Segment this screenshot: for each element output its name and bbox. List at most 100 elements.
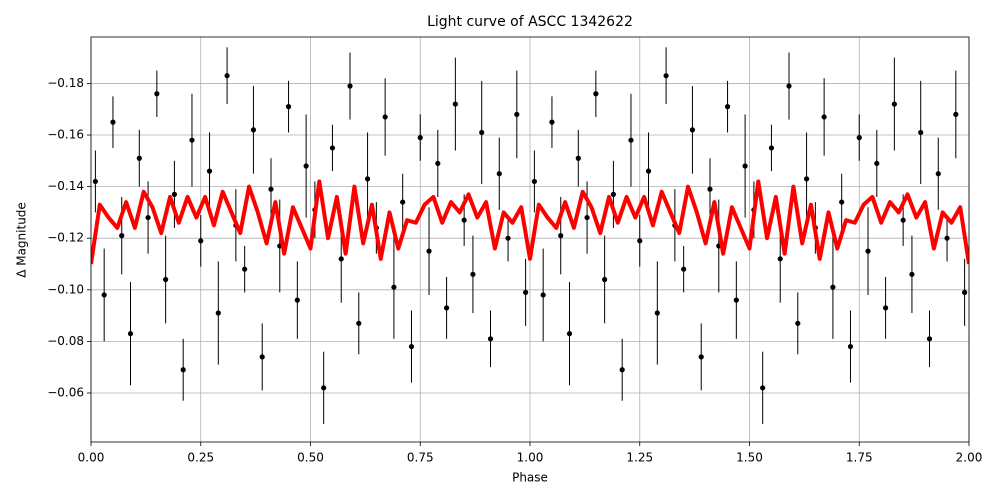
y-tick-label: −0.18 [47, 76, 84, 90]
data-point [180, 367, 186, 373]
y-tick-label: −0.06 [47, 385, 84, 399]
x-tick-label: 1.75 [846, 451, 873, 465]
data-point [391, 284, 397, 290]
data-point [786, 83, 792, 89]
data-point [803, 176, 810, 182]
data-point [206, 168, 213, 174]
data-point [171, 191, 178, 197]
data-point [602, 276, 608, 283]
data-point [382, 114, 388, 120]
y-tick-label: −0.10 [47, 282, 84, 296]
data-point [935, 171, 941, 177]
data-point [619, 367, 625, 373]
data-point [531, 178, 537, 185]
model-line [91, 179, 969, 265]
data-point [145, 214, 151, 221]
data-point [707, 186, 713, 192]
data-point [944, 235, 950, 241]
y-tick-label: −0.14 [47, 179, 84, 193]
data-point [408, 343, 415, 350]
data-point [321, 385, 327, 391]
data-point [874, 160, 880, 167]
data-point [689, 127, 696, 133]
data-point [663, 73, 669, 79]
data-point [487, 336, 494, 342]
data-point [523, 289, 529, 295]
data-point [154, 91, 160, 97]
data-point [110, 119, 116, 125]
data-point [856, 135, 862, 141]
data-point [681, 266, 687, 272]
data-point [575, 155, 581, 161]
data-point [268, 186, 274, 192]
data-point [891, 101, 897, 107]
data-point [461, 217, 467, 223]
chart-title: Light curve of ASCC 1342622 [427, 14, 633, 30]
data-point [962, 289, 968, 295]
data-point [215, 310, 221, 316]
data-point [742, 163, 748, 169]
plot-area [91, 47, 969, 424]
data-point [259, 354, 265, 360]
x-tick-label: 1.50 [736, 451, 763, 465]
y-axis-label: Δ Magnitude [15, 202, 29, 278]
data-point [558, 233, 564, 239]
data-point [926, 336, 933, 342]
data-point [224, 73, 230, 79]
data-point [900, 217, 906, 223]
data-point [417, 135, 423, 141]
data-point [92, 178, 98, 185]
y-tick-label: −0.08 [47, 334, 84, 348]
data-point [549, 119, 555, 125]
data-point [610, 191, 617, 197]
data-point [795, 320, 801, 326]
data-point [496, 171, 502, 177]
data-point [760, 385, 766, 391]
x-tick-label: 0.75 [407, 451, 434, 465]
data-point [119, 233, 125, 239]
y-tick-label: −0.16 [47, 128, 84, 142]
data-point [865, 248, 871, 254]
data-point [724, 104, 731, 110]
data-point [242, 266, 248, 272]
data-point [777, 256, 783, 262]
data-point [452, 101, 458, 107]
data-point [189, 137, 195, 143]
data-point [347, 83, 353, 89]
data-point [847, 343, 854, 350]
data-point [338, 256, 344, 262]
data-point [198, 238, 204, 244]
data-point [830, 284, 836, 290]
data-point [698, 354, 704, 360]
data-point [479, 129, 485, 136]
x-tick-label: 0.25 [187, 451, 214, 465]
data-point [584, 214, 590, 221]
data-point [303, 163, 309, 169]
data-point [882, 305, 889, 311]
data-point [329, 145, 336, 151]
y-tick-label: −0.12 [47, 231, 84, 245]
data-point [654, 310, 660, 316]
data-point [593, 91, 599, 97]
data-point [637, 238, 643, 244]
data-point [821, 114, 827, 120]
data-point [285, 104, 292, 110]
data-point [839, 199, 845, 205]
x-tick-label: 1.00 [517, 451, 544, 465]
data-point [101, 292, 107, 298]
x-tick-label: 1.25 [626, 451, 653, 465]
data-point [364, 176, 371, 182]
data-point [426, 248, 432, 254]
data-point [443, 305, 450, 311]
data-point [953, 111, 959, 117]
data-point [909, 271, 915, 277]
data-point [250, 127, 257, 133]
data-point [733, 297, 739, 303]
data-point [645, 168, 652, 174]
data-point [470, 271, 476, 277]
x-tick-label: 2.00 [956, 451, 983, 465]
plot-frame [90, 36, 970, 443]
data-point [136, 155, 142, 161]
